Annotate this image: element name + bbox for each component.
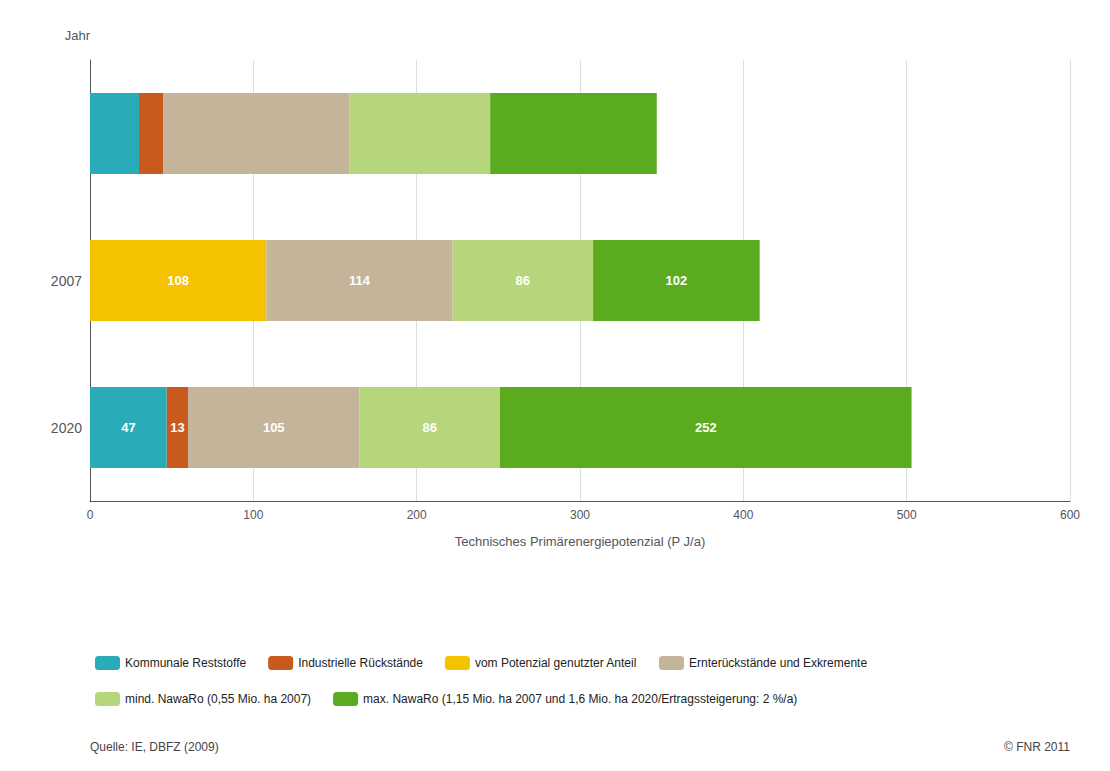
svg-text:2020: 2020 [51, 420, 82, 436]
svg-text:13: 13 [170, 420, 184, 435]
svg-text:300: 300 [570, 508, 590, 522]
svg-text:200: 200 [407, 508, 427, 522]
svg-text:vom Potenzial genutzter Anteil: vom Potenzial genutzter Anteil [475, 656, 636, 670]
svg-text:600: 600 [1060, 508, 1080, 522]
svg-text:500: 500 [897, 508, 917, 522]
svg-text:100: 100 [243, 508, 263, 522]
svg-text:mind. NawaRo (0,55 Mio. ha 200: mind. NawaRo (0,55 Mio. ha 2007) [125, 692, 311, 706]
svg-text:86: 86 [422, 420, 436, 435]
svg-text:Kommunale Reststoffe: Kommunale Reststoffe [125, 656, 246, 670]
svg-text:Quelle: IE, DBFZ (2009): Quelle: IE, DBFZ (2009) [90, 740, 219, 754]
svg-text:Technisches Primärenergiepoten: Technisches Primärenergiepotenzial (P J/… [455, 534, 706, 549]
svg-text:Industrielle Rückstände: Industrielle Rückstände [298, 656, 423, 670]
svg-text:max. NawaRo (1,15 Mio. ha 2007: max. NawaRo (1,15 Mio. ha 2007 und 1,6 M… [363, 692, 797, 706]
svg-text:108: 108 [167, 273, 189, 288]
svg-text:© FNR 2011: © FNR 2011 [1004, 740, 1070, 754]
svg-text:Jahr: Jahr [65, 28, 91, 43]
svg-text:86: 86 [516, 273, 530, 288]
svg-text:114: 114 [349, 273, 371, 288]
svg-text:2007: 2007 [51, 273, 82, 289]
svg-text:47: 47 [121, 420, 135, 435]
svg-text:252: 252 [695, 420, 717, 435]
svg-text:105: 105 [263, 420, 285, 435]
svg-text:400: 400 [733, 508, 753, 522]
svg-text:Ernterückstände und Exkremente: Ernterückstände und Exkremente [689, 656, 867, 670]
svg-text:0: 0 [87, 508, 94, 522]
svg-text:102: 102 [666, 273, 688, 288]
